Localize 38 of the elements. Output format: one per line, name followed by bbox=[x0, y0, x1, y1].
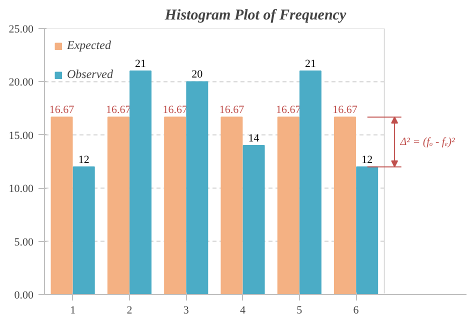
y-tick-label: 0.00 bbox=[14, 290, 34, 302]
y-tick-label: 5.00 bbox=[14, 236, 34, 248]
x-tick-label: 1 bbox=[70, 304, 76, 316]
data-label: 12 bbox=[362, 154, 373, 166]
x-tick-label: 3 bbox=[183, 304, 190, 316]
data-label: 20 bbox=[192, 68, 204, 81]
data-label: 21 bbox=[135, 58, 146, 70]
bar bbox=[220, 116, 243, 294]
data-label: 16.67 bbox=[276, 104, 302, 116]
bar bbox=[277, 116, 300, 294]
bar bbox=[186, 81, 208, 294]
bar bbox=[50, 116, 73, 294]
data-label: 21 bbox=[304, 58, 316, 70]
bar bbox=[242, 145, 265, 294]
x-tick-label: 2 bbox=[126, 304, 132, 316]
bar bbox=[164, 116, 186, 294]
data-label: 12 bbox=[78, 154, 90, 166]
data-label: 14 bbox=[248, 132, 260, 145]
bar bbox=[334, 116, 356, 294]
y-tick-label: 20.00 bbox=[8, 76, 34, 89]
data-label: 16.67 bbox=[219, 104, 245, 116]
x-tick-label: 6 bbox=[353, 304, 360, 316]
bar bbox=[107, 116, 130, 294]
data-label: 16.67 bbox=[49, 104, 75, 116]
chart-title: Histogram Plot of Frequency bbox=[164, 8, 346, 24]
x-tick-label: 5 bbox=[296, 304, 303, 316]
legend-label: Expected bbox=[67, 38, 111, 53]
y-tick-label: 25.00 bbox=[8, 24, 34, 36]
x-tick-label: 4 bbox=[240, 304, 246, 316]
bar bbox=[299, 70, 322, 294]
legend-label: Observed bbox=[67, 67, 113, 82]
bar bbox=[72, 166, 95, 294]
data-label: 16.67 bbox=[332, 104, 358, 116]
bar bbox=[130, 70, 152, 294]
bar bbox=[356, 166, 378, 294]
text: Δ² = (fₒ - fₑ)² bbox=[399, 136, 456, 148]
y-tick-label: 10.00 bbox=[8, 183, 34, 196]
y-tick-label: 15.00 bbox=[8, 130, 34, 142]
